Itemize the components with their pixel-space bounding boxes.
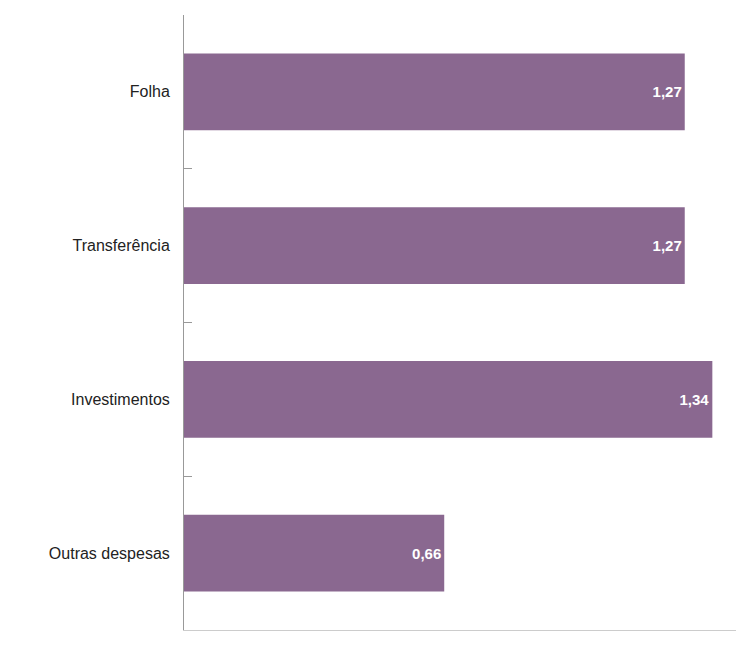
svg-text:Outras despesas: Outras despesas (49, 545, 170, 562)
svg-text:Folha: Folha (130, 83, 170, 100)
svg-text:1,34: 1,34 (679, 391, 709, 408)
svg-text:0,66: 0,66 (412, 545, 441, 562)
svg-text:Investimentos: Investimentos (71, 391, 170, 408)
svg-text:1,27: 1,27 (653, 83, 682, 100)
svg-text:1,27: 1,27 (653, 237, 682, 254)
svg-text:Transferência: Transferência (73, 237, 170, 254)
